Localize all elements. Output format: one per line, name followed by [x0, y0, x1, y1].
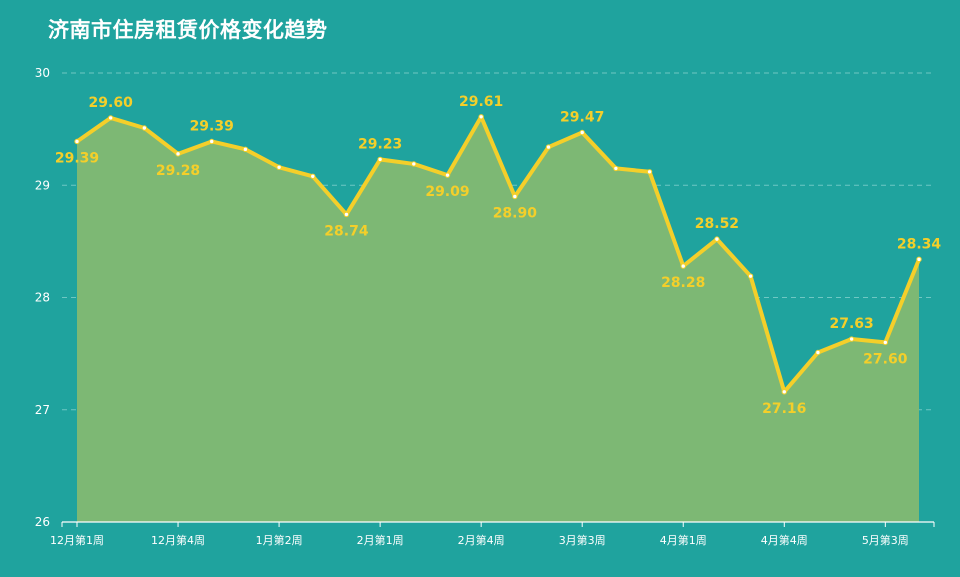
x-tick-label: 4月第4周: [761, 533, 808, 547]
data-label: 27.63: [829, 316, 873, 332]
data-point: [579, 129, 585, 136]
data-label: 29.23: [358, 136, 402, 152]
data-point: [343, 211, 350, 218]
data-point: [377, 156, 383, 163]
chart-title: 济南市住房租赁价格变化趋势: [48, 18, 328, 42]
data-point: [545, 144, 552, 150]
data-point: [74, 138, 80, 145]
data-label: 29.47: [560, 109, 604, 125]
data-point: [411, 161, 417, 167]
y-axis-tick-labels: 26 27 28 29 30: [35, 66, 50, 529]
x-tick-label: 1月第2周: [256, 533, 303, 547]
data-point: [747, 273, 754, 279]
data-point: [815, 349, 821, 356]
data-label: 28.34: [897, 236, 942, 252]
data-label: 28.52: [695, 216, 739, 232]
data-point: [141, 125, 148, 131]
data-label: 27.16: [762, 401, 806, 417]
data-label: 29.60: [89, 95, 134, 111]
x-tick-label: 12月第4周: [151, 533, 205, 547]
x-tick-label: 5月第3周: [862, 533, 909, 547]
data-points: [74, 114, 922, 395]
data-point: [107, 115, 114, 121]
data-point: [242, 146, 249, 153]
data-point: [512, 193, 518, 200]
data-point: [848, 336, 855, 342]
data-point: [276, 164, 282, 170]
data-point: [444, 172, 451, 178]
data-label: 27.60: [863, 351, 908, 367]
area-fill: [77, 116, 919, 522]
data-label: 28.28: [661, 275, 705, 291]
y-tick-label: 27: [35, 403, 50, 417]
data-label: 29.39: [190, 118, 234, 134]
data-point: [209, 138, 215, 145]
y-tick-label: 30: [35, 66, 50, 80]
y-tick-label: 28: [35, 291, 50, 305]
y-tick-label: 29: [35, 178, 50, 192]
data-point: [714, 236, 720, 242]
x-tick-label: 12月第1周: [50, 533, 104, 547]
x-tick-label: 4月第1周: [660, 533, 707, 547]
data-label: 29.09: [425, 184, 469, 200]
data-point: [680, 263, 686, 269]
data-label: 29.61: [459, 94, 503, 110]
data-point: [781, 389, 787, 395]
data-labels: 29.39 29.60 29.28 29.39 28.74 29.23 29.09 29.61…: [55, 94, 942, 417]
data-point: [613, 165, 619, 172]
data-label: 28.74: [324, 223, 369, 239]
data-point: [175, 151, 181, 157]
data-point: [310, 173, 316, 179]
data-label: 28.90: [493, 205, 538, 221]
data-point: [916, 256, 922, 263]
data-label: 29.28: [156, 163, 200, 179]
x-tick-label: 2月第1周: [357, 533, 404, 547]
x-tick-label: 3月第3周: [559, 533, 606, 547]
y-tick-label: 26: [35, 515, 50, 529]
x-tick-label: 2月第4周: [458, 533, 505, 547]
data-point: [882, 339, 889, 346]
data-label: 29.39: [55, 150, 99, 166]
data-point: [646, 169, 653, 175]
x-axis: 12月第1周 12月第4周 1月第2周 2月第1周 2月第4周 3月第3周 4月第1周 4月第…: [50, 521, 935, 547]
series-line: [75, 114, 921, 394]
data-point: [478, 114, 484, 120]
